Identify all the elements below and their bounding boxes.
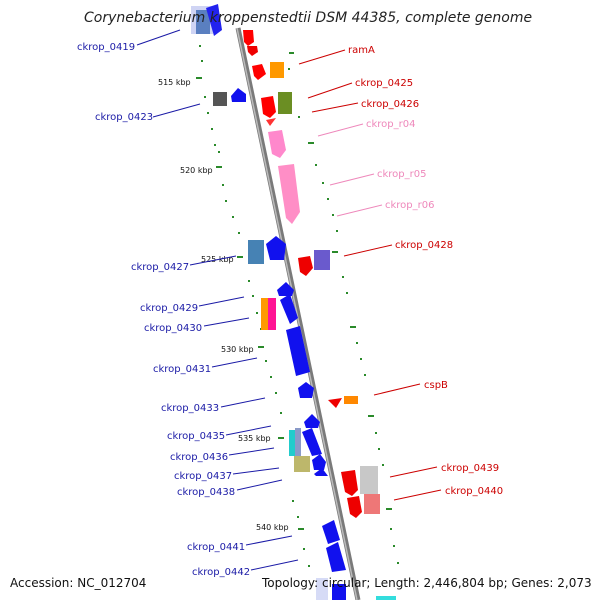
gene-block [286,326,310,376]
gene-block [278,164,300,224]
gene-label: ckrop_0439 [441,463,499,474]
gene-block [328,398,342,408]
gene-label: ckrop_0423 [95,112,153,123]
gene-label: ckrop_0442 [192,567,250,578]
kbp-tick-marks [196,77,304,530]
gene-block [289,430,295,456]
gene-block [268,298,276,330]
gene-block [332,584,346,600]
gene-label: ckrop_0437 [174,471,232,482]
gene-label: ckrop_0433 [161,403,219,414]
label-connectors-right [298,49,442,501]
gene-label: ckrop_0441 [187,542,245,553]
tick-track-right [288,52,399,564]
gene-block [247,46,258,56]
map-title: Corynebacterium kroppenstedtii DSM 44385… [84,10,532,26]
gene-label: ckrop_0428 [395,240,453,251]
kbp-label: 515 kbp [158,78,191,87]
label-connectors-left [136,29,299,571]
gene-label: ckrop_r04 [366,119,415,130]
gene-label: cspB [424,380,448,391]
kbp-label: 540 kbp [256,523,289,532]
kbp-label: 530 kbp [221,345,254,354]
gene-block [248,240,264,264]
gene-block [266,236,286,260]
accession-text: Accession: NC_012704 [10,576,146,590]
gene-block [341,470,358,496]
gene-block [314,468,328,476]
gene-block [277,282,294,296]
gene-label: ckrop_0426 [361,99,419,110]
gene-block [364,494,380,514]
gene-block [206,4,222,36]
gene-label: ckrop_r06 [385,200,434,211]
gene-label: ramA [348,45,375,56]
gene-block [316,578,328,600]
gene-label: ckrop_0425 [355,78,413,89]
gene-label: ckrop_0435 [167,431,225,442]
gene-block [243,30,254,46]
gene-block [344,396,358,404]
gene-block [278,92,292,114]
gene-label: ckrop_0438 [177,487,235,498]
gene-block [376,596,396,600]
gene-label: ckrop_0431 [153,364,211,375]
topology-text: Topology: circular; Length: 2,446,804 bp… [261,576,592,590]
gene-block [261,298,269,330]
gene-block [295,428,301,456]
gene-block [298,382,314,398]
gene-block [266,118,276,126]
gene-block [326,542,346,572]
gene-block [270,62,284,78]
gene-block [312,454,326,470]
gene-label: ckrop_0440 [445,486,503,497]
genome-backbone [235,27,361,600]
gene-block [322,520,340,544]
gene-block [213,92,227,106]
gene-label: ckrop_0430 [144,323,202,334]
gene-block [347,496,362,518]
gene-label: ckrop_0436 [170,452,228,463]
gene-block [314,250,330,270]
gene-block [268,130,286,158]
gene-label: ckrop_r05 [377,169,426,180]
gene-block [298,256,313,276]
gene-block [302,428,322,456]
gene-label: ckrop_0419 [77,42,135,53]
gene-block [196,10,210,34]
gene-block [261,96,276,118]
gene-block [294,456,310,472]
features-left-strand [191,4,346,600]
gene-block [252,64,266,80]
kbp-label: 535 kbp [238,434,271,443]
features-right-strand [243,30,396,600]
gene-block [360,466,378,494]
gene-block [231,88,246,102]
gene-block [280,294,298,324]
kbp-label: 520 kbp [180,166,213,175]
tick-track-left [199,45,310,567]
gene-label: ckrop_0427 [131,262,189,273]
gene-block [304,414,320,428]
gene-label: ckrop_0429 [140,303,198,314]
